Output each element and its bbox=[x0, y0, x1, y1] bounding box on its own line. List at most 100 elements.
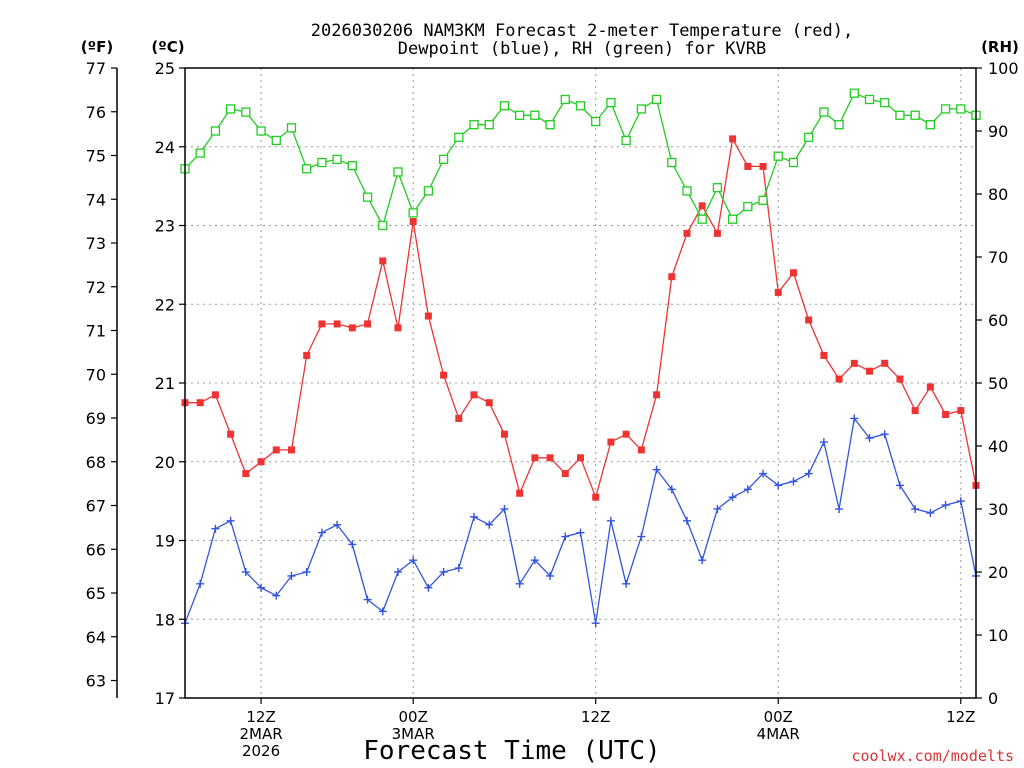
temperature-point bbox=[196, 399, 204, 407]
rh-point bbox=[910, 110, 920, 120]
dewpoint-point bbox=[530, 556, 539, 565]
dewpoint-point bbox=[835, 505, 844, 513]
temperature-point bbox=[531, 454, 539, 462]
celsius-tick-label: 18 bbox=[155, 610, 175, 629]
temperature-point bbox=[211, 391, 219, 399]
dewpoint-point bbox=[591, 619, 600, 628]
temperature-point bbox=[470, 391, 478, 399]
dewpoint-point bbox=[911, 505, 920, 513]
rh-tick-label: 20 bbox=[988, 563, 1008, 582]
rh-point bbox=[758, 195, 768, 205]
x-tick-label: 00Z bbox=[398, 708, 427, 726]
fahrenheit-tick-label: 77 bbox=[86, 59, 106, 78]
rh-point bbox=[606, 98, 616, 108]
fahrenheit-tick-label: 76 bbox=[86, 103, 106, 122]
celsius-tick-label: 24 bbox=[155, 138, 175, 157]
rh-point bbox=[697, 214, 707, 224]
fahrenheit-tick-label: 67 bbox=[86, 497, 106, 516]
rh-axis-label: (RH) bbox=[981, 38, 1019, 56]
x-tick-label: 00Z bbox=[764, 708, 793, 726]
temperature-point bbox=[227, 430, 235, 438]
dewpoint-point bbox=[500, 505, 509, 513]
dewpoint-point bbox=[333, 520, 342, 529]
rh-point bbox=[591, 116, 601, 127]
temperature-point bbox=[911, 407, 919, 415]
rh-point bbox=[545, 120, 555, 130]
temperature-point bbox=[455, 414, 463, 422]
temperature-point bbox=[698, 202, 706, 210]
rh-point bbox=[484, 120, 494, 130]
dewpoint-point bbox=[941, 501, 950, 510]
temperature-point bbox=[516, 489, 524, 497]
rh-point bbox=[834, 120, 844, 130]
temperature-point bbox=[364, 320, 372, 328]
rh-point bbox=[302, 164, 312, 174]
temperature-point bbox=[333, 320, 341, 328]
dewpoint-point bbox=[819, 438, 828, 447]
temperature-point bbox=[379, 257, 387, 265]
dewpoint-point bbox=[348, 540, 357, 549]
dewpoint-point bbox=[926, 508, 935, 517]
rh-tick-label: 10 bbox=[988, 626, 1008, 645]
dewpoint-point bbox=[454, 564, 463, 573]
fahrenheit-tick-label: 63 bbox=[86, 672, 106, 691]
rh-point bbox=[332, 154, 342, 165]
rh-point bbox=[499, 101, 510, 111]
fahrenheit-tick-label: 69 bbox=[86, 409, 106, 428]
temperature-point bbox=[835, 375, 843, 383]
rh-point bbox=[667, 157, 677, 168]
rh-point bbox=[895, 110, 905, 120]
rh-point bbox=[940, 104, 951, 114]
fahrenheit-tick-label: 68 bbox=[86, 453, 106, 472]
fahrenheit-axis-label: (ºF) bbox=[81, 38, 113, 56]
dewpoint-point bbox=[956, 497, 965, 506]
temperature-point bbox=[744, 162, 752, 170]
dewpoint-point bbox=[698, 556, 707, 565]
dewpoint-point bbox=[317, 528, 326, 537]
fahrenheit-tick-label: 72 bbox=[86, 278, 106, 297]
rh-point bbox=[743, 201, 753, 212]
x-tick-label: 12Z bbox=[246, 708, 275, 726]
celsius-tick-label: 22 bbox=[155, 295, 175, 314]
rh-point bbox=[864, 94, 875, 105]
temperature-point bbox=[789, 269, 797, 277]
celsius-tick-label: 25 bbox=[155, 59, 175, 78]
rh-point bbox=[378, 220, 388, 231]
dewpoint-point bbox=[576, 528, 585, 537]
dewpoint-point bbox=[774, 481, 783, 490]
dewpoint-point bbox=[682, 516, 691, 525]
dewpoint-point bbox=[804, 469, 813, 478]
rh-point bbox=[682, 186, 692, 196]
temperature-point bbox=[637, 446, 645, 454]
temperature-point bbox=[683, 229, 691, 237]
x-axis-title: Forecast Time (UTC) bbox=[363, 736, 660, 766]
fahrenheit-tick-label: 66 bbox=[86, 540, 106, 559]
celsius-tick-label: 19 bbox=[155, 532, 175, 551]
rh-tick-label: 60 bbox=[988, 311, 1008, 330]
fahrenheit-tick-label: 74 bbox=[86, 190, 106, 209]
celsius-tick-label: 23 bbox=[155, 217, 175, 236]
fahrenheit-tick-label: 75 bbox=[86, 147, 106, 166]
temperature-point bbox=[896, 375, 904, 383]
temperature-point bbox=[653, 391, 661, 399]
dewpoint-point bbox=[515, 579, 524, 588]
dewpoint-point bbox=[272, 591, 281, 600]
temperature-point bbox=[546, 454, 554, 462]
dewpoint-point bbox=[713, 505, 722, 513]
rh-point bbox=[956, 104, 966, 114]
dewpoint-point bbox=[728, 493, 737, 502]
temperature-point bbox=[713, 229, 721, 237]
rh-point bbox=[362, 192, 373, 202]
rh-point bbox=[408, 208, 418, 218]
temperature-point bbox=[729, 135, 737, 143]
dewpoint-point bbox=[652, 465, 661, 474]
dewpoint-point bbox=[241, 568, 250, 576]
rh-tick-label: 70 bbox=[988, 248, 1008, 267]
temperature-point bbox=[805, 316, 813, 324]
dewpoint-point bbox=[196, 579, 205, 588]
rh-point bbox=[788, 157, 799, 168]
plot-frame bbox=[184, 67, 977, 699]
temperature-point bbox=[592, 493, 600, 501]
dewpoint-point bbox=[637, 532, 646, 541]
